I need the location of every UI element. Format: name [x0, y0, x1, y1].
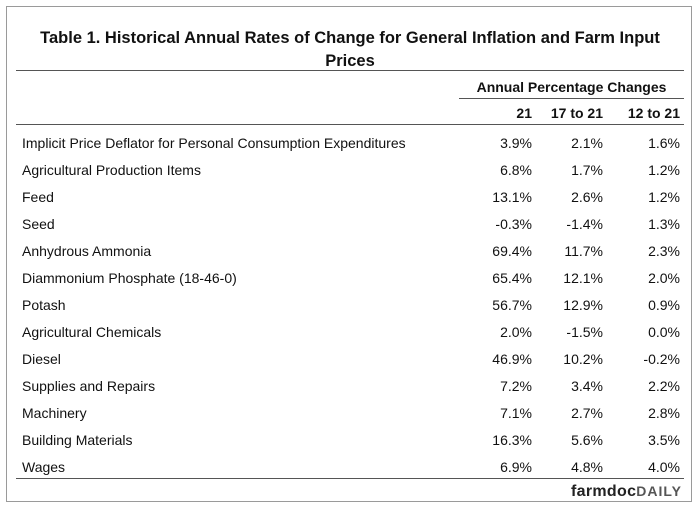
cell-21: 7.1% [500, 405, 532, 421]
table-row: Diammonium Phosphate (18-46-0) 65.4% 12.… [0, 270, 700, 297]
cell-21: 16.3% [492, 432, 532, 448]
cell-12-to-21: -0.2% [643, 351, 680, 367]
table-row: Wages 6.9% 4.8% 4.0% [0, 459, 700, 486]
title-line-2: Prices [325, 52, 375, 70]
row-label: Agricultural Production Items [22, 162, 201, 178]
table-row: Agricultural Production Items 6.8% 1.7% … [0, 162, 700, 189]
row-label: Machinery [22, 405, 87, 421]
table-row: Machinery 7.1% 2.7% 2.8% [0, 405, 700, 432]
table-frame [6, 6, 692, 502]
row-label: Wages [22, 459, 66, 475]
table-row: Seed -0.3% -1.4% 1.3% [0, 216, 700, 243]
header-rule [16, 124, 684, 125]
cell-17-to-21: 12.9% [563, 297, 603, 313]
column-header-17-to-21: 17 to 21 [550, 105, 603, 121]
cell-12-to-21: 0.9% [648, 297, 680, 313]
farmdoc-daily-logo: farmdocDAILY [571, 483, 682, 501]
logo-part-2: DAILY [636, 483, 682, 499]
cell-17-to-21: 2.1% [571, 135, 603, 151]
cell-21: 3.9% [500, 135, 532, 151]
table-row: Diesel 46.9% 10.2% -0.2% [0, 351, 700, 378]
bottom-rule [16, 478, 684, 479]
table-title: Table 1. Historical Annual Rates of Chan… [0, 27, 700, 73]
column-header-12-to-21: 12 to 21 [627, 105, 680, 121]
column-header-21: 21 [516, 105, 532, 121]
cell-21: 56.7% [492, 297, 532, 313]
cell-21: 65.4% [492, 270, 532, 286]
cell-21: -0.3% [495, 216, 532, 232]
cell-21: 6.8% [500, 162, 532, 178]
group-header-rule [459, 98, 684, 99]
cell-21: 46.9% [492, 351, 532, 367]
cell-17-to-21: 2.6% [571, 189, 603, 205]
table-row: Implicit Price Deflator for Personal Con… [0, 135, 700, 162]
cell-12-to-21: 2.8% [648, 405, 680, 421]
cell-17-to-21: 5.6% [571, 432, 603, 448]
row-label: Supplies and Repairs [22, 378, 156, 394]
row-label: Diammonium Phosphate (18-46-0) [22, 270, 237, 286]
cell-12-to-21: 2.2% [648, 378, 680, 394]
title-line-1: Table 1. Historical Annual Rates of Chan… [40, 29, 660, 47]
cell-17-to-21: 3.4% [571, 378, 603, 394]
cell-12-to-21: 2.0% [648, 270, 680, 286]
cell-12-to-21: 2.3% [648, 243, 680, 259]
cell-17-to-21: 11.7% [564, 243, 603, 259]
cell-12-to-21: 1.6% [648, 135, 680, 151]
row-label: Seed [22, 216, 55, 232]
cell-17-to-21: 12.1% [563, 270, 603, 286]
logo-part-1: farmdoc [571, 483, 637, 500]
row-label: Potash [22, 297, 66, 313]
row-label: Agricultural Chemicals [22, 324, 162, 340]
cell-17-to-21: -1.4% [566, 216, 603, 232]
top-rule [16, 70, 684, 71]
table-row: Anhydrous Ammonia 69.4% 11.7% 2.3% [0, 243, 700, 270]
table-row: Supplies and Repairs 7.2% 3.4% 2.2% [0, 378, 700, 405]
cell-21: 13.1% [492, 189, 532, 205]
table-row: Feed 13.1% 2.6% 1.2% [0, 189, 700, 216]
cell-12-to-21: 1.2% [648, 189, 680, 205]
row-label: Diesel [22, 351, 61, 367]
cell-21: 2.0% [500, 324, 532, 340]
cell-17-to-21: 10.2% [563, 351, 603, 367]
cell-12-to-21: 3.5% [648, 432, 680, 448]
table-row: Potash 56.7% 12.9% 0.9% [0, 297, 700, 324]
cell-21: 69.4% [492, 243, 532, 259]
cell-17-to-21: 4.8% [571, 459, 603, 475]
row-label: Building Materials [22, 432, 133, 448]
row-label: Implicit Price Deflator for Personal Con… [22, 135, 406, 151]
group-header: Annual Percentage Changes [476, 79, 667, 95]
cell-12-to-21: 1.2% [648, 162, 680, 178]
cell-12-to-21: 0.0% [648, 324, 680, 340]
cell-17-to-21: -1.5% [566, 324, 603, 340]
table-row: Agricultural Chemicals 2.0% -1.5% 0.0% [0, 324, 700, 351]
cell-12-to-21: 1.3% [648, 216, 680, 232]
row-label: Anhydrous Ammonia [22, 243, 152, 259]
table-row: Building Materials 16.3% 5.6% 3.5% [0, 432, 700, 459]
cell-17-to-21: 1.7% [571, 162, 603, 178]
cell-21: 7.2% [500, 378, 532, 394]
row-label: Feed [22, 189, 54, 205]
cell-17-to-21: 2.7% [571, 405, 603, 421]
cell-12-to-21: 4.0% [648, 459, 680, 475]
cell-21: 6.9% [500, 459, 532, 475]
